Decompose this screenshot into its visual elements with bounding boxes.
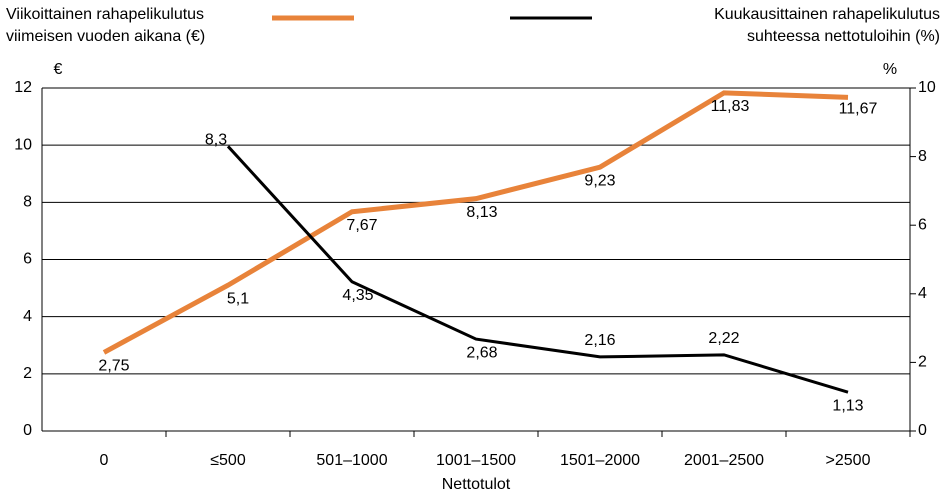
y-tick-label: 12 [14,79,32,96]
y-axis-unit: € [54,61,63,78]
y-tick-label: 0 [23,422,32,439]
x-tick-label: 1001–1500 [436,452,516,469]
data-label: 7,67 [346,217,377,234]
y-tick-label: 8 [23,194,32,211]
y2-tick-label: 0 [918,422,927,439]
data-label: 2,22 [708,330,739,347]
data-label: 8,3 [205,132,227,149]
y-tick-label: 6 [23,251,32,268]
line-series [102,90,849,355]
data-label: 11,67 [839,101,878,118]
x-tick-label: >2500 [826,452,871,469]
y2-tick-label: 10 [918,79,936,96]
data-label: 4,35 [342,287,373,304]
y2-tick-label: 2 [918,354,927,371]
x-tick-label: 501–1000 [316,452,387,469]
legend-label: Viikoittainen rahapelikulutus viimeisen … [6,6,206,45]
data-label: 8,13 [466,204,497,221]
y-tick-label: 2 [23,365,32,382]
line-series [226,145,849,394]
x-tick-label: 0 [100,452,109,469]
data-label: 11,83 [711,98,750,115]
data-label: 2,75 [98,358,129,375]
data-label: 5,1 [227,290,249,307]
x-tick-label: 1501–2000 [560,452,640,469]
data-label: 2,16 [584,332,615,349]
y2-tick-label: 8 [918,148,927,165]
y-tick-label: 10 [14,136,32,153]
legend-label: Kuukausittainen rahapelikulutus suhteess… [714,6,940,45]
data-label: 9,23 [584,172,615,189]
y2-tick-label: 4 [918,285,927,302]
y-tick-label: 4 [23,308,32,325]
data-label: 2,68 [466,344,497,361]
y2-tick-label: 6 [918,216,927,233]
x-tick-label: 2001–2500 [684,452,764,469]
x-tick-label: ≤500 [210,452,246,469]
data-label: 1,13 [832,397,863,414]
y2-axis-unit: % [883,61,897,78]
x-axis-label: Nettotulot [442,476,511,493]
